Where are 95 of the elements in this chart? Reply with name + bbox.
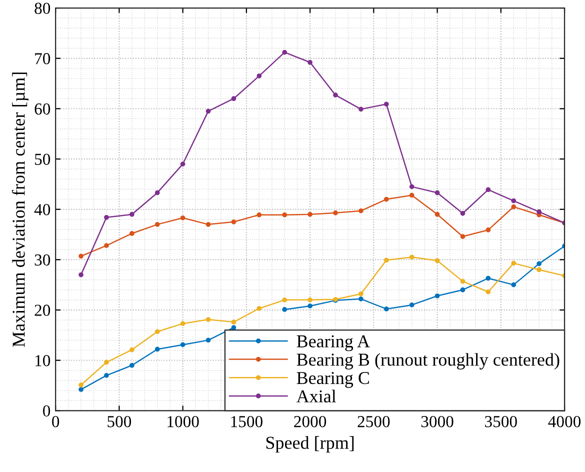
point (256, 306, 262, 311)
point (358, 291, 364, 296)
x-tick-label: 4000 (548, 416, 581, 428)
point (409, 184, 414, 190)
x-axis-title: Speed [rpm] (266, 436, 354, 453)
point (358, 208, 364, 214)
point (460, 278, 466, 284)
point (358, 296, 364, 302)
x-tick-label: 1000 (168, 416, 199, 428)
point (486, 228, 491, 232)
point (104, 372, 109, 378)
y-tick-label: 30 (34, 254, 50, 266)
point (434, 212, 440, 217)
y-tick-label: 0 (43, 405, 50, 417)
point (333, 92, 338, 98)
y-tick-label: 10 (36, 355, 50, 366)
point (104, 360, 109, 365)
point (460, 234, 466, 239)
point (206, 338, 211, 343)
point (206, 108, 211, 114)
point (282, 297, 288, 302)
x-tick-label: 1500 (231, 416, 262, 428)
x-tick-label: 2500 (358, 416, 390, 428)
point (206, 317, 211, 322)
point (409, 254, 414, 260)
point (333, 210, 338, 216)
point (384, 258, 389, 263)
point (384, 102, 389, 107)
point (536, 267, 542, 272)
point (511, 282, 516, 288)
point (129, 231, 134, 236)
point (460, 287, 466, 292)
point (308, 304, 312, 308)
point (78, 387, 84, 392)
point (486, 276, 491, 281)
point (154, 329, 160, 334)
x-tick-label: 0 (52, 416, 60, 428)
legend-label: Bearing A (296, 335, 370, 352)
y-axis-title: Maximum deviation from center [µm] (12, 72, 28, 347)
point (129, 347, 134, 352)
y-tick-label: 80 (34, 2, 50, 14)
point (104, 243, 109, 248)
point (180, 215, 186, 220)
x-tick-label: 3000 (421, 416, 454, 428)
y-tick-label: 60 (34, 103, 50, 115)
point (231, 96, 236, 102)
point (536, 261, 542, 266)
point (206, 222, 211, 227)
y-tick-label: 20 (34, 304, 50, 316)
point (460, 210, 466, 216)
point (434, 190, 440, 196)
y-tick-label: 50 (35, 154, 50, 165)
point (511, 204, 516, 210)
point (486, 187, 491, 192)
point (180, 321, 186, 326)
legend-label: Axial (296, 390, 336, 402)
point (434, 293, 440, 298)
legend-label: Bearing C (296, 372, 369, 388)
x-tick-label: 2000 (294, 416, 326, 428)
point (384, 196, 389, 202)
point (104, 214, 109, 220)
point (78, 382, 84, 388)
point (154, 190, 160, 196)
point (409, 192, 414, 198)
point (154, 222, 160, 227)
point (434, 258, 440, 264)
point (282, 212, 288, 218)
point (129, 362, 134, 368)
point (358, 106, 364, 112)
point (231, 219, 236, 224)
legend-label: Bearing B (runout roughly centered) (296, 353, 560, 370)
point (308, 60, 312, 65)
point (154, 346, 160, 352)
point (256, 212, 262, 218)
point (282, 50, 288, 55)
point (231, 320, 236, 324)
point (256, 74, 262, 78)
point (511, 260, 516, 266)
point (78, 254, 84, 259)
point (129, 212, 134, 217)
point (384, 306, 389, 312)
point (282, 307, 288, 312)
y-tick-label: 40 (34, 204, 50, 216)
point (78, 272, 84, 278)
point (536, 209, 542, 214)
x-tick-label: 3500 (485, 416, 517, 428)
point (409, 302, 414, 308)
point (180, 162, 186, 166)
point (308, 212, 312, 217)
x-tick-label: 500 (108, 416, 132, 428)
point (180, 342, 186, 348)
point (511, 198, 516, 204)
point (486, 289, 491, 294)
point (308, 297, 312, 302)
y-tick-label: 70 (35, 53, 50, 64)
